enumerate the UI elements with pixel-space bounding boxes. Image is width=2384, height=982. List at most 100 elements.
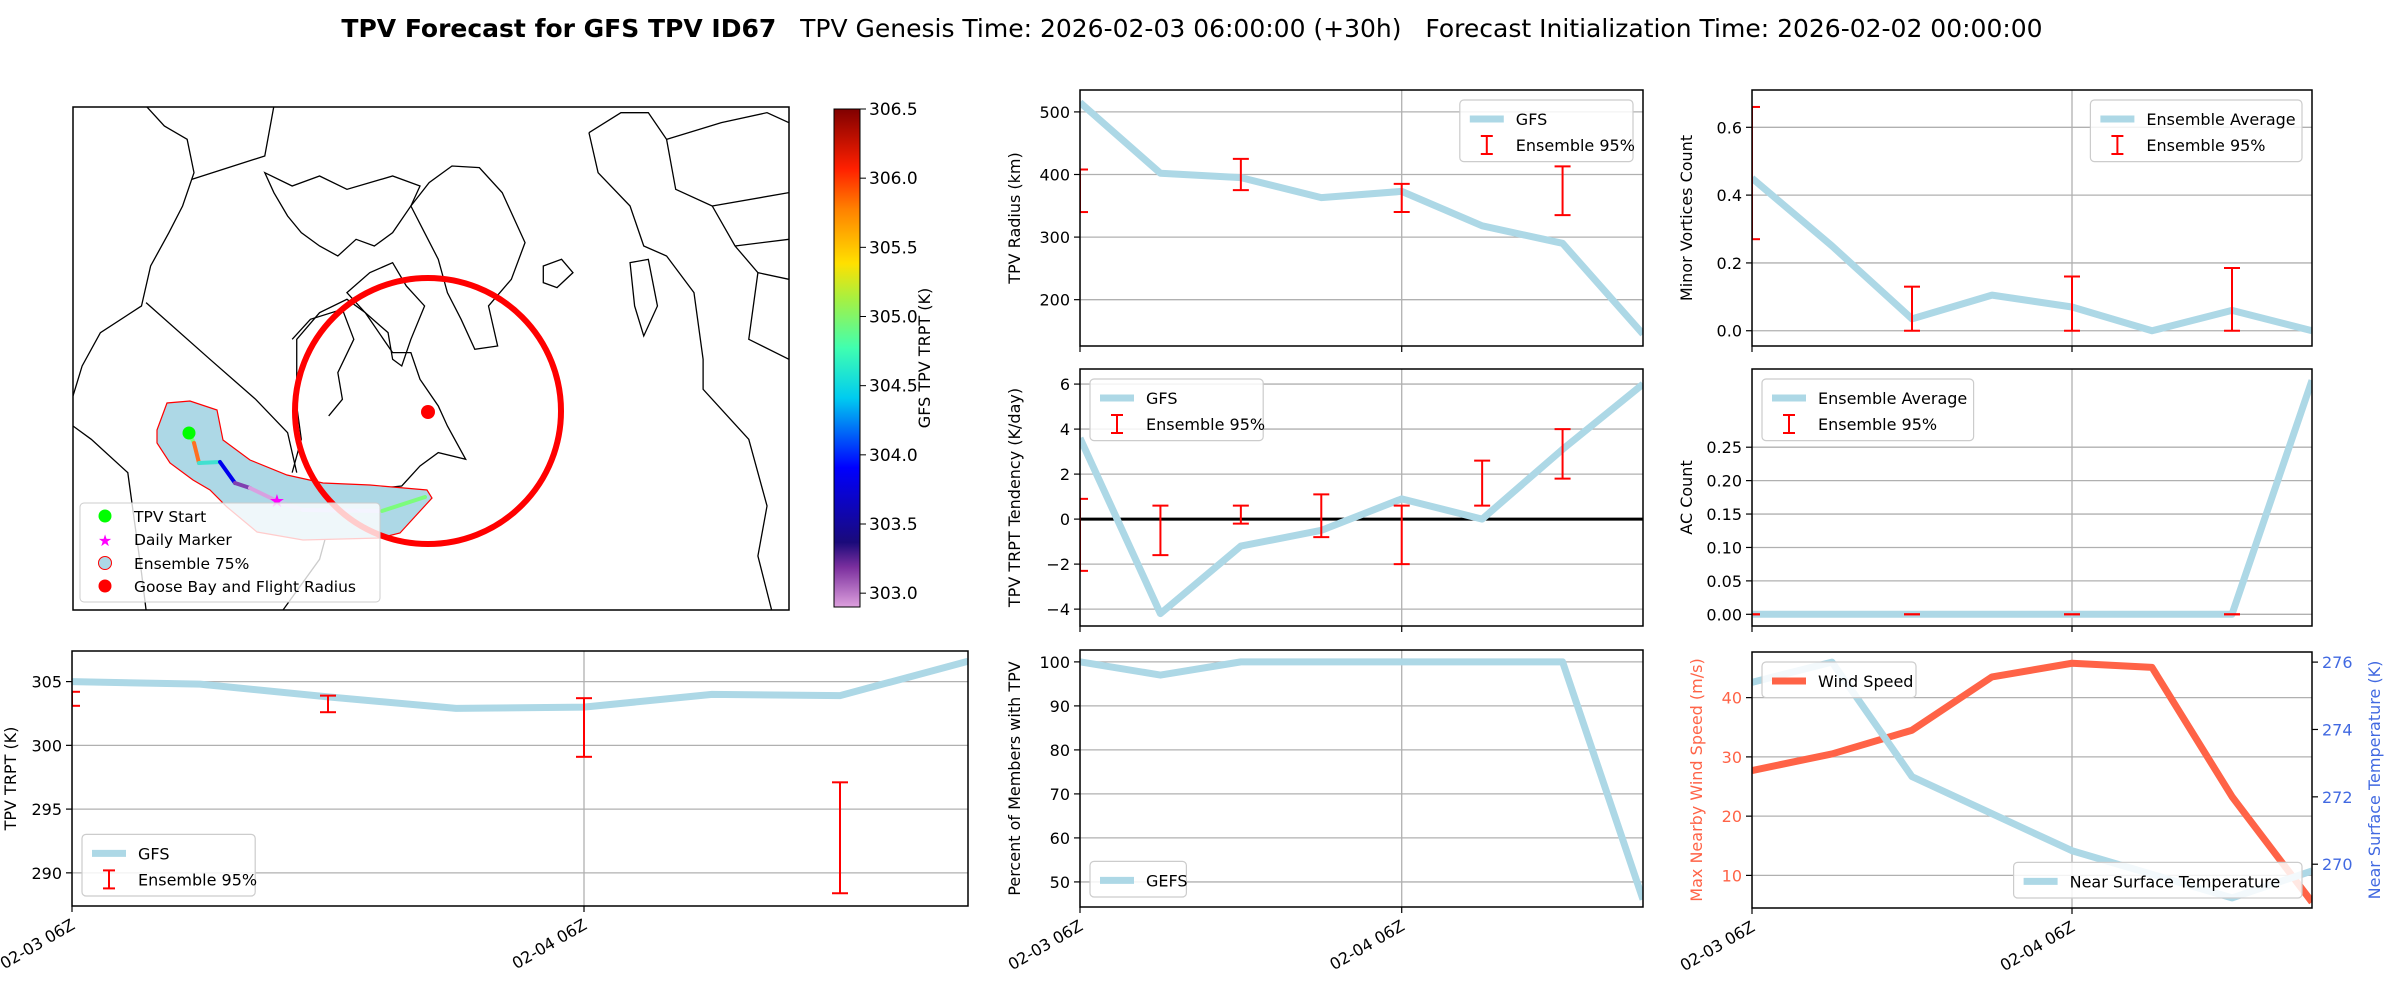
colorbar-label: GFS TPV TRPT (K) [915,288,934,428]
colorbar-tick-label: 305.0 [869,308,918,328]
legend-label: Goose Bay and Flight Radius [134,578,356,596]
legend-label: Ensemble Average [1818,389,1967,408]
error-bar [576,697,592,758]
map-legend: ★ TPV Start Daily Marker Ensemble 75% Go… [79,502,381,603]
error-bar [1752,105,1760,241]
y-tick-label: 0.4 [1717,186,1742,205]
y-tick-label: 0.10 [1706,538,1742,557]
y-tick-label: 0.25 [1706,438,1742,457]
legend-label: TPV Start [133,508,206,526]
y-axis-label: TPV TRPT Tendency (K/day) [1005,388,1024,608]
legend-label: GFS [1146,389,1177,408]
y2-tick-label: 276 [2322,653,2353,672]
legend-label: Near Surface Temperature [2070,872,2281,891]
legend-start-icon [98,509,112,523]
plot-frame [1079,89,1644,347]
title-genesis: TPV Genesis Time: 2026-02-03 06:00:00 (+… [800,14,1402,43]
y-tick-label: 295 [31,800,62,819]
legend: GFS Ensemble 95% [1459,99,1635,163]
y-tick-label: 10 [1722,866,1742,885]
y-tick-label: 300 [31,736,62,755]
legend-goose-bay-icon [98,579,112,593]
x-tick-label: 02-04 06Z [1326,916,1407,974]
y-tick-label: 500 [1039,103,1070,122]
error-bar [2224,267,2240,332]
y-tick-label: 30 [1722,748,1742,767]
x-tick-label: 02-03 06Z [1005,916,1086,974]
y-tick-label: 0.05 [1706,572,1742,591]
legend: GFS Ensemble 95% [1089,378,1265,442]
error-bar [1904,285,1920,332]
y-tick-label: 200 [1039,291,1070,310]
y2-axis-label: Near Surface Temperature (K) [2365,661,2384,900]
flight-radius-circle [292,275,564,547]
plot-frame [1751,651,2313,909]
x-tick-label: 02-03 06Z [1677,917,1758,975]
series-line-ensemble-average [1752,379,2312,618]
trpt-chart: 290 295 300 305 02-03 06Z 02-04 06Z TPV TRPT (… [0,650,969,973]
y-axis-label: TPV Radius (km) [1005,152,1024,285]
colorbar-tick-label: 304.0 [869,446,918,466]
y-tick-label: 20 [1722,807,1742,826]
legend-label: Ensemble 95% [1818,415,1937,434]
y-tick-label: 305 [31,673,62,692]
legend: Wind Speed [1761,661,1917,699]
colorbar-tick-label: 304.5 [869,377,918,397]
colorbar-tick-label: 306.0 [869,169,918,189]
legend: Ensemble Average Ensemble 95% [1761,378,1975,442]
map-frame [72,106,790,611]
y2-tick-label: 270 [2322,855,2353,874]
y-tick-label: 0.15 [1706,505,1742,524]
minor-chart: 0.0 0.2 0.4 0.6 Minor Vortices Count Ensemble… [1677,89,2313,352]
y-tick-label: 0.20 [1706,472,1742,491]
error-bar [1393,504,1410,566]
title-main: TPV Forecast for GFS TPV ID67 [341,14,777,43]
legend-errorbar-icon [1111,414,1123,434]
series-line-ensemble-average [1752,175,2312,335]
title-init: Forecast Initialization Time: 2026-02-02… [1425,14,2043,43]
y-tick-label: 90 [1050,697,1070,716]
error-bar [1232,504,1249,525]
y-axis-label: Max Nearby Wind Speed (m/s) [1687,658,1706,901]
colorbar-gradient [833,108,861,608]
colorbar: 303.0 303.5 304.0 304.5 305.0 305.5 306.0 306.5… [833,100,934,608]
series-line-gfs [1080,381,1643,618]
y-tick-label: −2 [1046,555,1070,574]
y-tick-label: 0.00 [1706,605,1742,624]
legend: Ensemble Average Ensemble 95% [2089,99,2303,163]
error-bar [1152,504,1169,557]
legend: Near Surface Temperature [2012,861,2303,899]
error-bar [1554,428,1571,480]
legend-label: Ensemble 95% [2146,136,2265,155]
y-tick-label: 0.2 [1717,254,1742,273]
y-tick-label: 60 [1050,829,1070,848]
y-tick-label: 40 [1722,689,1742,708]
legend: GFS Ensemble 95% [81,833,257,897]
y-tick-label: 0 [1060,510,1070,529]
y-axis-label: TPV TRPT (K) [1,727,20,832]
error-bar [2064,275,2080,332]
error-bar [1080,168,1088,214]
colorbar-tick-label: 303.5 [869,515,918,535]
x-tick-label: 02-03 06Z [0,915,78,973]
y-tick-label: 2 [1060,465,1070,484]
legend-label: GFS [138,844,169,863]
legend-label: Ensemble 95% [1516,136,1635,155]
y-tick-label: 4 [1060,420,1070,439]
error-bar [1393,182,1410,214]
legend-ensemble-icon [98,556,112,570]
error-bar [1554,165,1571,217]
wind-chart: 10 20 30 40 270 272 274 276 Near Surface Tempera… [1677,651,2384,975]
legend-errorbar-icon [1480,135,1493,155]
legend-label: Ensemble 75% [134,555,249,573]
error-bar [1313,493,1330,539]
y-tick-label: 290 [31,864,62,883]
y-axis-label: AC Count [1677,460,1696,534]
y-tick-label: −4 [1046,600,1070,619]
legend-label: Ensemble 95% [138,870,257,889]
plot-frame [1079,649,1644,908]
series-line-wind-speed [1752,659,2312,905]
goose-bay-marker [421,405,435,419]
y2-tick-label: 272 [2322,788,2353,807]
colorbar-tick-label: 305.5 [869,238,918,258]
